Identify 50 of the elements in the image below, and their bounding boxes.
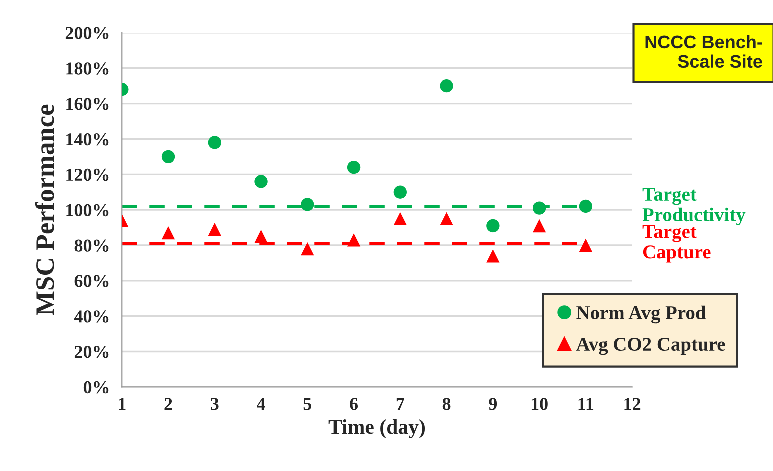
y-tick-label: 160% [66,98,109,110]
x-tick-label: 10 [532,398,548,410]
point [486,219,500,233]
point [254,175,268,188]
x-tick-label: 7 [396,398,404,410]
x-axis-title: Time (day) [328,420,426,438]
point [301,198,314,212]
point [579,238,593,252]
point [486,250,500,263]
point [162,150,176,164]
point [208,222,222,236]
x-tick-label: 2 [164,398,172,410]
x-tick-label: 8 [442,398,451,410]
y-tick-label: 200% [66,27,109,40]
y-tick-label: 40% [74,310,109,323]
point [162,226,176,240]
x-tick-label: 3 [211,398,219,410]
x-tick-label: 12 [624,398,641,410]
point [347,234,361,247]
point [254,230,268,244]
x-tick-label: 6 [350,398,358,410]
y-tick-label: 20% [74,346,109,358]
y-tick-label: 140% [66,133,109,146]
point [208,136,222,150]
point [440,212,454,226]
point [579,200,593,214]
point [440,80,454,93]
text: NCCC Bench-Scale Site [646,35,762,68]
y-tick-label: 100% [66,204,109,217]
point [532,202,546,215]
point [394,186,407,199]
point [532,219,546,233]
point [347,160,361,174]
point [301,242,314,256]
ref-line-label: Target Productivity [642,188,746,226]
legend-label: Avg CO2 Capture [576,338,726,356]
point [394,212,407,226]
x-tick-label: 5 [304,398,312,410]
y-axis-title: MSC Performance [35,104,54,316]
y-tick-label: 180% [66,62,109,75]
x-tick-label: 9 [489,398,498,410]
ref-line-label: Target Capture [642,225,711,263]
y-tick-label: 80% [74,240,109,252]
x-tick-label: 4 [257,398,266,410]
y-tick-label: 0% [84,381,109,394]
x-tick-label: 1 [119,398,126,410]
y-tick-label: 60% [74,275,109,288]
y-tick-label: 120% [66,168,109,182]
legend-label: Norm Avg Prod [576,306,706,324]
x-tick-label: 11 [578,398,594,410]
